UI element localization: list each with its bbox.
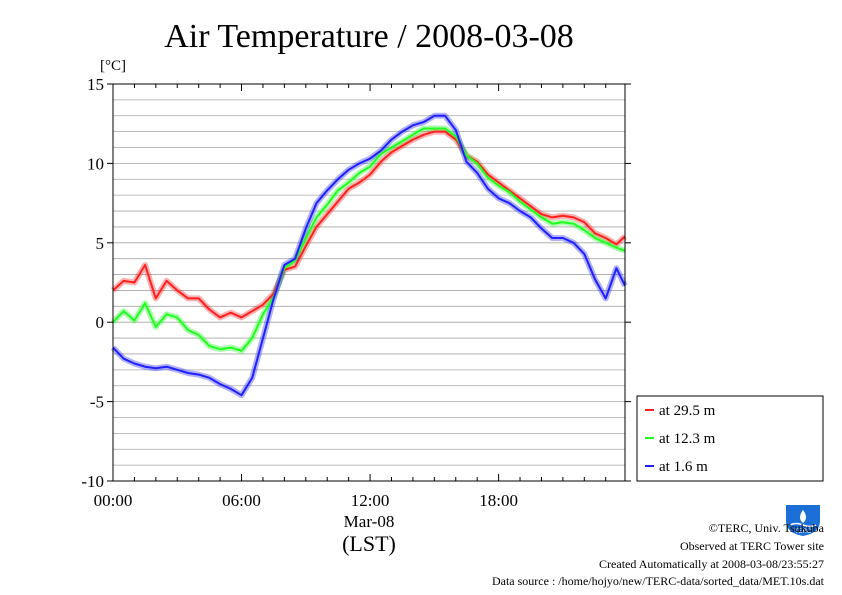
y-axis-label: [°C] [100, 58, 126, 74]
created-timestamp-text: Created Automatically at 2008-03-08/23:5… [599, 557, 824, 571]
observed-site-text: Observed at TERC Tower site [679, 539, 824, 553]
logo-text: TERC [795, 529, 812, 535]
logo-wave-shape [789, 522, 817, 528]
x-axis-label: (LST) [342, 531, 396, 556]
chart-title: Air Temperature / 2008-03-08 [164, 18, 574, 55]
legend-label: at 12.3 m [659, 431, 716, 447]
data-source-text: Data source : /home/hojyo/new/TERC-data/… [491, 574, 824, 588]
x-tick-label: 00:00 [94, 491, 133, 510]
y-axis: -10 -5 0 5 10 15 [81, 75, 631, 491]
y-tick-label: -10 [81, 472, 104, 491]
terc-logo: TERC [786, 505, 820, 536]
x-tick-label: 12:00 [351, 491, 390, 510]
y-tick-label: 10 [87, 154, 104, 173]
plot-frame [112, 83, 626, 482]
y-tick-label: 15 [87, 75, 104, 94]
x-tick-label: 18:00 [479, 491, 518, 510]
legend: at 29.5 m at 12.3 m at 1.6 m [636, 395, 824, 482]
series-line [112, 114, 626, 397]
x-axis-date-label: Mar-08 [344, 512, 395, 531]
legend-label: at 29.5 m [659, 403, 716, 419]
logo-drop-shape [800, 510, 806, 523]
grid-lines [113, 99, 625, 466]
series-line [112, 127, 626, 352]
series-shadow [110, 112, 628, 399]
legend-label: at 1.6 m [659, 459, 708, 475]
x-axis: 00:00 06:00 12:00 18:00 [94, 84, 607, 510]
y-tick-label: -5 [90, 393, 104, 412]
series-lines [112, 114, 626, 397]
y-tick-label: 5 [96, 234, 105, 253]
copyright-text: ©TERC, Univ. Tsukuba [708, 521, 824, 535]
series-line [112, 130, 626, 319]
y-tick-label: 0 [96, 313, 105, 332]
legend-box [636, 395, 824, 482]
series-shadows [110, 112, 628, 399]
x-tick-label: 06:00 [222, 491, 261, 510]
